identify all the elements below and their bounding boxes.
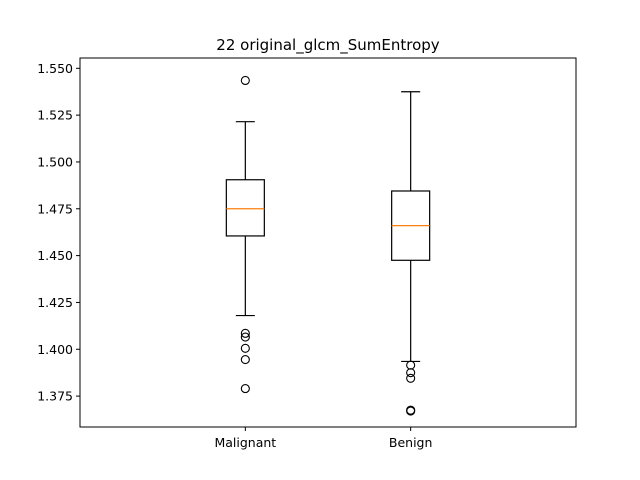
outlier-point-malignant — [240, 332, 250, 342]
plot-frame — [79, 57, 577, 428]
y-tick-label: 1.450 — [37, 248, 73, 263]
box-malignant — [225, 179, 265, 237]
outlier-point-malignant — [240, 384, 250, 394]
outlier-point-benign — [406, 368, 416, 378]
outlier-point-benign — [406, 406, 416, 416]
y-tick-label: 1.475 — [37, 201, 73, 216]
chart-title: 22 original_glcm_SumEntropy — [216, 36, 440, 55]
outlier-point-malignant — [240, 355, 250, 365]
outlier-point-malignant — [240, 75, 250, 86]
plot-area: 1.375 1.400 1.425 1.450 1.475 1.500 1.525 1.550… — [37, 61, 432, 450]
y-tick-label: 1.525 — [37, 108, 73, 123]
x-tick-label: Benign — [389, 435, 433, 450]
outlier-point-malignant — [240, 328, 250, 338]
outlier-point-malignant — [240, 343, 250, 353]
y-tick-label: 1.375 — [37, 389, 73, 404]
x-tick-label: Malignant — [214, 435, 276, 450]
y-tick-label: 1.425 — [37, 295, 73, 310]
outlier-point-benign — [406, 360, 416, 370]
y-tick-label: 1.550 — [37, 61, 73, 76]
outlier-point-benign — [406, 373, 416, 383]
y-tick-label: 1.500 — [37, 154, 73, 169]
y-tick-label: 1.400 — [37, 342, 73, 357]
